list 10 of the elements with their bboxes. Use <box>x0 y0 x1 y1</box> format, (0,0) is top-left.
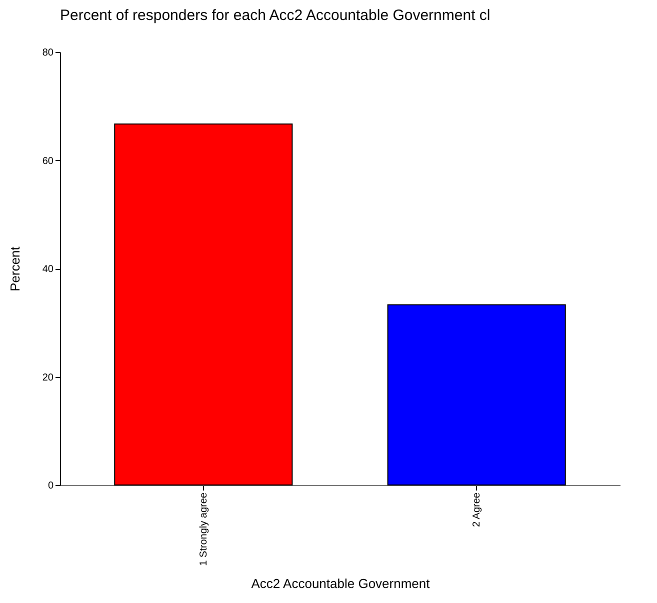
x-tick-label: 2 Agree <box>472 492 483 527</box>
y-tick-label: 60 <box>42 156 54 167</box>
x-axis-title: Acc2 Accountable Government <box>251 576 430 591</box>
y-tick-label: 0 <box>48 480 54 492</box>
y-tick-label: 20 <box>42 372 54 384</box>
chart-title: Percent of responders for each Acc2 Accountable Government cl <box>60 7 490 24</box>
y-tick-label: 40 <box>42 264 54 275</box>
x-tick-label: 1 Strongly agree <box>198 492 210 566</box>
y-axis-title: Percent <box>7 246 22 292</box>
y-tick-label: 80 <box>42 48 54 58</box>
